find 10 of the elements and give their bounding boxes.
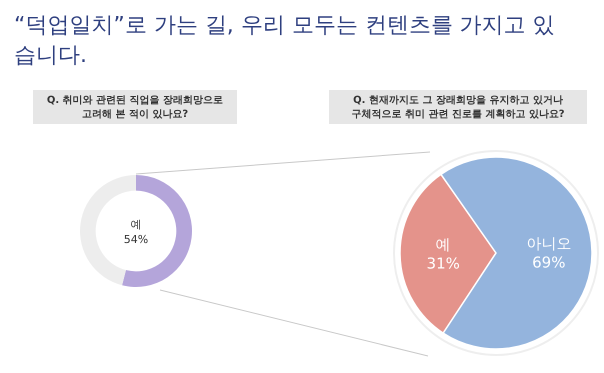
text: “덕업일치”로 가는 길, 우리 모두는 컨텐츠를 가지고 있습니다. bbox=[14, 13, 555, 68]
data-label: 54% bbox=[124, 233, 148, 246]
slice-label: 아니오 bbox=[526, 234, 572, 252]
chart-subtitle: Q. 취미와 관련된 직업을 장래희망으로 고려해 본 적이 있나요? bbox=[46, 95, 224, 120]
slice-label: 예 bbox=[436, 236, 451, 254]
donut-slice bbox=[122, 175, 192, 287]
slice-label: 예 bbox=[130, 218, 142, 231]
data-label: 69% bbox=[532, 253, 566, 272]
data-label: 31% bbox=[426, 254, 460, 273]
chart-subtitle: Q. 현재까지도 그 장래희망을 유지하고 있거나 구체적으로 취미 관련 진로를 계획하고 있나요? bbox=[351, 95, 565, 120]
